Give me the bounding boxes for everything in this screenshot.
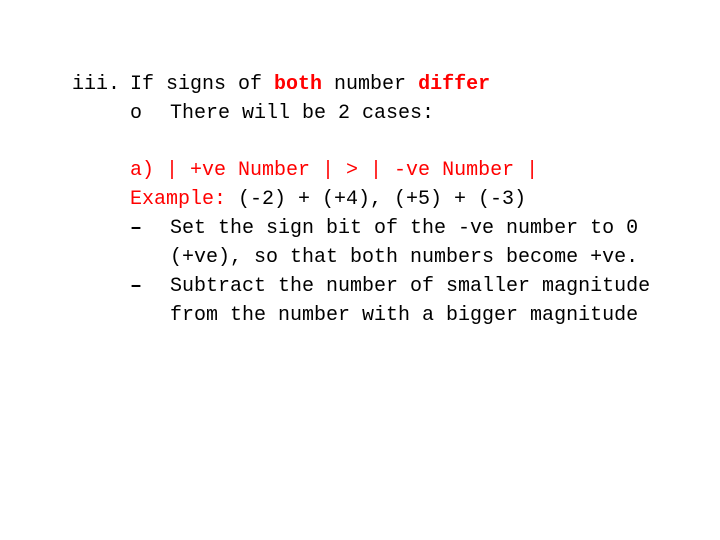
heading-pre: If signs of [130, 73, 274, 96]
step1-text: Set the sign bit of the -ve number to 0 … [170, 214, 690, 272]
heading-text: If signs of both number differ [130, 70, 690, 99]
example-row: Example: (-2) + (+4), (+5) + (-3) [130, 185, 690, 214]
cases-row: o There will be 2 cases: [50, 99, 690, 128]
dash-marker-1: – [130, 214, 170, 243]
cases-text: There will be 2 cases: [170, 99, 690, 128]
heading-both: both [274, 73, 322, 96]
blank-line [50, 128, 690, 156]
step1-row: – Set the sign bit of the -ve number to … [50, 214, 690, 272]
case-a-cond: | +ve Number | > | -ve Number | [154, 159, 538, 182]
step2-text: Subtract the number of smaller magnitude… [170, 272, 690, 330]
case-a-text: a) | +ve Number | > | -ve Number | [130, 156, 690, 185]
roman-marker: iii. [50, 70, 130, 99]
case-a-label: a) [130, 159, 154, 182]
example-rest: (-2) + (+4), (+5) + (-3) [226, 188, 526, 211]
heading-mid: number [322, 73, 418, 96]
example-text: Example: (-2) + (+4), (+5) + (-3) [130, 185, 690, 214]
step2-row: – Subtract the number of smaller magnitu… [50, 272, 690, 330]
heading-row: iii. If signs of both number differ [50, 70, 690, 99]
heading-differ: differ [418, 73, 490, 96]
slide: iii. If signs of both number differ o Th… [0, 0, 720, 330]
example-label: Example: [130, 188, 226, 211]
dash-marker-2: – [130, 272, 170, 301]
open-circle-marker: o [130, 99, 170, 128]
case-a-row: a) | +ve Number | > | -ve Number | [130, 156, 690, 185]
